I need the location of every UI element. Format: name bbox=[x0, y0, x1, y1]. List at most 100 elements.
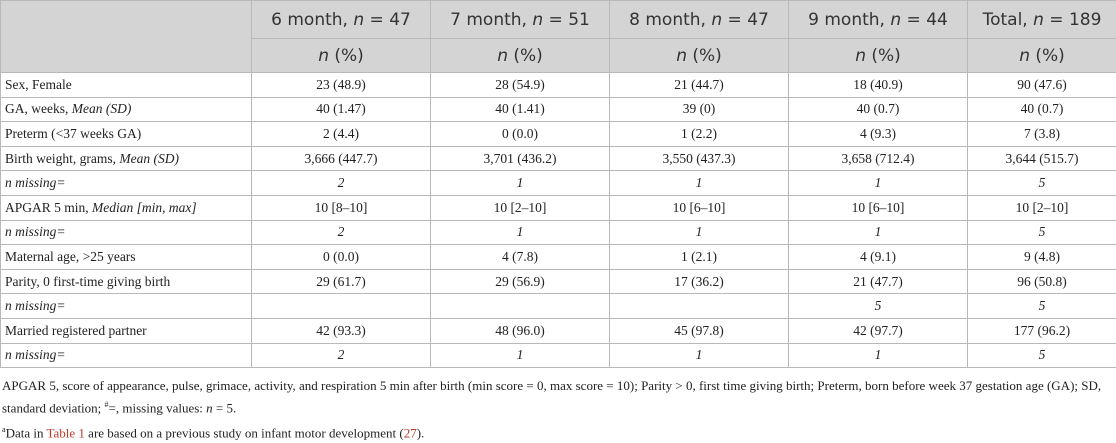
table-cell: 29 (61.7) bbox=[251, 268, 431, 295]
table-cell: 10 [8–10] bbox=[251, 194, 431, 221]
text-segment: are based on a previous study on infant … bbox=[84, 425, 404, 441]
text-segment: a bbox=[2, 425, 6, 435]
header-cell bbox=[0, 0, 252, 73]
text-segment: n bbox=[890, 9, 902, 30]
cell-text: 48 (96.0) bbox=[495, 322, 545, 338]
table-cell: 5 bbox=[967, 342, 1116, 369]
cell-text: 7 (3.8) bbox=[1024, 125, 1060, 141]
data-table: 6 month, n = 47 7 month, n = 51 8 month, n… bbox=[0, 0, 1116, 369]
row-label: APGAR 5 min, Median [min, max] bbox=[0, 194, 252, 221]
cell-text: 9 (4.8) bbox=[1024, 248, 1060, 264]
table-cell: 4 (7.8) bbox=[430, 244, 610, 270]
table-cell: 7 (3.8) bbox=[967, 121, 1116, 147]
cell-text: 5 bbox=[874, 298, 882, 314]
table-row: Maternal age, >25 years 0 (0.0) 4 (7.8) 1 (… bbox=[0, 244, 1116, 270]
subheader-row: n (%) n (%) n (%) n (%) n (%) bbox=[1, 38, 1116, 73]
table-cell: 10 [2–10] bbox=[430, 194, 610, 221]
text-segment: n missing= bbox=[5, 347, 66, 363]
cell-text: 2 bbox=[337, 347, 345, 363]
row-label: Married registered partner bbox=[0, 317, 252, 344]
table-row: GA, weeks, Mean (SD) 40 (1.47) 40 (1.41) 39… bbox=[0, 96, 1116, 123]
footnotes: APGAR 5, score of appearance, pulse, gri… bbox=[0, 368, 1116, 443]
text-segment: Birth weight, grams, bbox=[5, 150, 120, 166]
table-cell: 5 bbox=[967, 293, 1116, 319]
table-row: n missing= 2 1 1 1 5 bbox=[0, 219, 1116, 246]
cell-text: 4 (7.8) bbox=[502, 248, 538, 264]
table-cell: 42 (97.7) bbox=[788, 317, 968, 344]
cell-text: 4 (9.3) bbox=[860, 125, 896, 141]
table-cell: 1 bbox=[788, 170, 968, 196]
text-segment: n bbox=[1019, 45, 1030, 66]
text-segment: (%) bbox=[328, 45, 364, 66]
table-cell: 1 (2.2) bbox=[609, 121, 789, 147]
table-cell: 21 (47.7) bbox=[788, 268, 968, 295]
text-segment: Parity, 0 first-time giving birth bbox=[5, 273, 171, 289]
table-cell: 40 (0.7) bbox=[967, 96, 1116, 123]
cell-text: 2 (4.4) bbox=[323, 125, 359, 141]
text-segment: Data in bbox=[5, 425, 47, 441]
cell-text: 17 (36.2) bbox=[674, 273, 724, 289]
table-cell: 18 (40.9) bbox=[788, 72, 968, 98]
table-cell: 3,701 (436.2) bbox=[430, 145, 610, 172]
cell-text: 5 bbox=[1038, 298, 1046, 314]
table-cell: 1 bbox=[788, 342, 968, 369]
text-segment: = 5. bbox=[212, 400, 237, 416]
text-segment: Married registered partner bbox=[5, 322, 147, 338]
text-segment: 8 month, bbox=[629, 9, 712, 30]
table-cell: 2 (4.4) bbox=[251, 121, 431, 147]
cell-text: 3,644 (515.7) bbox=[1005, 150, 1079, 166]
table-cell: 3,644 (515.7) bbox=[967, 145, 1116, 172]
cell-text: 39 (0) bbox=[682, 101, 716, 117]
row-label: Sex, Female bbox=[0, 72, 252, 98]
cell-text: 4 (9.1) bbox=[860, 248, 896, 264]
cell-text: 90 (47.6) bbox=[1017, 76, 1067, 92]
text-segment: n bbox=[711, 9, 723, 30]
text-segment: (%) bbox=[865, 45, 901, 66]
text-segment: = 47 bbox=[364, 9, 411, 30]
table-cell: 4 (9.1) bbox=[788, 244, 968, 270]
text-segment: ). bbox=[416, 425, 425, 441]
table-cell bbox=[430, 293, 610, 319]
cell-text: 40 (1.47) bbox=[316, 101, 366, 117]
table-cell: 29 (56.9) bbox=[430, 268, 610, 295]
table-cell: 2 bbox=[251, 170, 431, 196]
subheader-cell: n (%) bbox=[251, 38, 431, 73]
text-segment: 27 bbox=[403, 425, 417, 441]
table-row: n missing= 2 1 1 1 5 bbox=[0, 170, 1116, 196]
text-segment: n bbox=[353, 9, 365, 30]
table-cell: 40 (0.7) bbox=[788, 96, 968, 123]
table-cell: 17 (36.2) bbox=[609, 268, 789, 295]
footnote: APGAR 5, score of appearance, pulse, gri… bbox=[2, 376, 1114, 417]
cell-text: 3,666 (447.7) bbox=[304, 150, 378, 166]
text-segment: Maternal age, >25 years bbox=[5, 248, 136, 264]
table-cell: 10 [2–10] bbox=[967, 194, 1116, 221]
header-cell: 8 month, n = 47 bbox=[609, 0, 789, 39]
table-cell: 5 bbox=[788, 293, 968, 319]
cell-text: 29 (61.7) bbox=[316, 273, 366, 289]
text-segment: APGAR 5 min, bbox=[5, 199, 93, 215]
cell-text: 10 [2–10] bbox=[1015, 199, 1069, 215]
text-segment: n bbox=[532, 9, 544, 30]
subheader-cell: n (%) bbox=[967, 38, 1116, 73]
cell-text: 10 [6–10] bbox=[672, 199, 726, 215]
table-row: APGAR 5 min, Median [min, max] 10 [8–10] 1… bbox=[0, 194, 1116, 221]
cell-text: 28 (54.9) bbox=[495, 76, 545, 92]
cell-text: 40 (1.41) bbox=[495, 101, 545, 117]
cell-text: 0 (0.0) bbox=[502, 125, 538, 141]
text-segment: = 44 bbox=[901, 9, 948, 30]
text-segment: n bbox=[497, 45, 508, 66]
text-segment: n bbox=[318, 45, 329, 66]
cell-text: 3,550 (437.3) bbox=[662, 150, 736, 166]
cell-text: 1 bbox=[874, 224, 882, 240]
table-cell: 1 bbox=[609, 170, 789, 196]
table-cell: 9 (4.8) bbox=[967, 244, 1116, 270]
table-cell: 39 (0) bbox=[609, 96, 789, 123]
cell-text: 21 (47.7) bbox=[853, 273, 903, 289]
table-cell: 42 (93.3) bbox=[251, 317, 431, 344]
table-cell: 0 (0.0) bbox=[430, 121, 610, 147]
cell-text: 0 (0.0) bbox=[323, 248, 359, 264]
text-segment: Table 1 bbox=[46, 425, 85, 441]
table-cell: 10 [6–10] bbox=[609, 194, 789, 221]
text-segment: = 51 bbox=[543, 9, 590, 30]
